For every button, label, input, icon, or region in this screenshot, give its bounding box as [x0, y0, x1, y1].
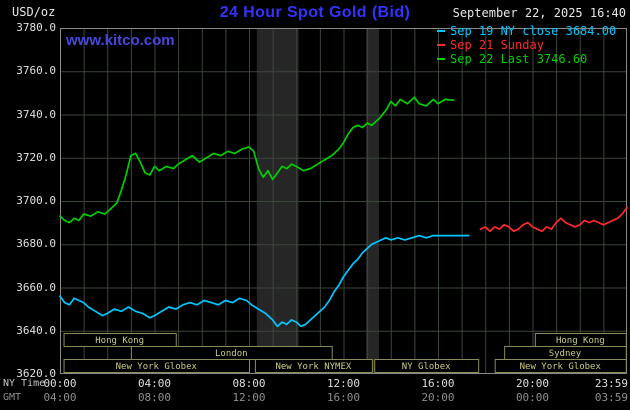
session-label: New York Globex	[520, 362, 602, 372]
session-label: Hong Kong	[95, 336, 144, 346]
session-label: Sydney	[549, 349, 582, 359]
x-tick-label-gmt: 04:00	[43, 391, 77, 404]
x-tick-label-ny: 04:00	[137, 377, 172, 390]
x-tick-label-ny: 20:00	[515, 377, 550, 390]
x-tick-label-ny: 16:00	[421, 377, 455, 390]
y-tick-label: 3740.0	[16, 107, 56, 121]
x-axis-gmt-tick-labels: 04:00 08:00 12:00 16:00 20:00 00:00 03:59	[0, 391, 630, 404]
y-axis-units-label: USD/oz	[12, 5, 56, 19]
session-box	[63, 359, 250, 373]
chart-legend: Sep 19 NY close 3684.00 Sep 21 Sunday Se…	[437, 24, 616, 66]
session-box	[494, 359, 627, 373]
price-series-sep22	[59, 96, 455, 224]
gmt-axis-name: GMT	[3, 392, 22, 403]
x-tick-label-ny: 12:00	[326, 377, 361, 390]
session-label: New York NYMEX	[275, 362, 351, 372]
price-series-sep21	[479, 206, 628, 233]
x-tick-label-gmt: 12:00	[232, 391, 266, 404]
x-tick-label-gmt: 08:00	[137, 391, 172, 404]
legend-label: Sep 22 Last 3746.60	[450, 52, 588, 66]
session-label: Hong Kong	[556, 336, 605, 346]
x-tick-label-gmt: 00:00	[515, 391, 550, 404]
x-tick-label-ny: 00:00	[43, 377, 77, 390]
series-swatch-icon	[437, 44, 445, 46]
series-swatch-icon	[437, 30, 445, 32]
legend-item-sep21: Sep 21 Sunday	[437, 38, 616, 52]
x-tick-label-gmt: 20:00	[421, 391, 455, 404]
plot-border	[60, 28, 627, 374]
y-axis-tick-labels: 3780.0 3760.0 3740.0 3720.0 3700.0 3680.0 3660…	[0, 0, 60, 410]
ny-time-axis-name: NY Time	[3, 378, 46, 389]
y-tick-label: 3620.0	[16, 367, 56, 380]
page-title: 24 Hour Spot Gold (Bid)	[219, 4, 411, 21]
series-swatch-icon	[437, 58, 445, 60]
y-tick-label: 3720.0	[16, 150, 56, 164]
session-box	[374, 359, 480, 373]
legend-label: Sep 21 Sunday	[450, 38, 544, 52]
y-tick-label: 3760.0	[16, 64, 56, 78]
y-tick-label: 3660.0	[16, 280, 56, 294]
x-axis-ny-tick-labels: 00:00 04:00 08:00 12:00 16:00 20:00 23:59	[0, 377, 630, 390]
y-tick-label: 3780.0	[16, 21, 56, 34]
session-box	[63, 333, 177, 347]
session-label: NY Globex	[402, 362, 451, 372]
x-tick-label-ny: 08:00	[232, 377, 266, 390]
x-tick-label-ny: 23:59	[594, 377, 628, 390]
session-label: London	[215, 349, 248, 359]
legend-item-sep22: Sep 22 Last 3746.60	[437, 52, 616, 66]
price-series-sep19	[59, 234, 470, 328]
session-label: New York Globex	[116, 362, 198, 372]
y-tick-label: 3680.0	[16, 237, 56, 251]
kitco-watermark-link[interactable]: www.kitco.com	[66, 32, 175, 49]
legend-label: Sep 19 NY close 3684.00	[450, 24, 617, 38]
x-tick-label-gmt: 03:59	[594, 391, 628, 404]
y-tick-label: 3700.0	[16, 194, 56, 207]
session-box	[254, 359, 373, 373]
y-tick-label: 3640.0	[16, 323, 56, 337]
datetime-label: September 22, 2025 16:40	[452, 6, 626, 20]
x-tick-label-gmt: 16:00	[326, 391, 361, 404]
legend-item-sep19: Sep 19 NY close 3684.00	[437, 24, 616, 38]
